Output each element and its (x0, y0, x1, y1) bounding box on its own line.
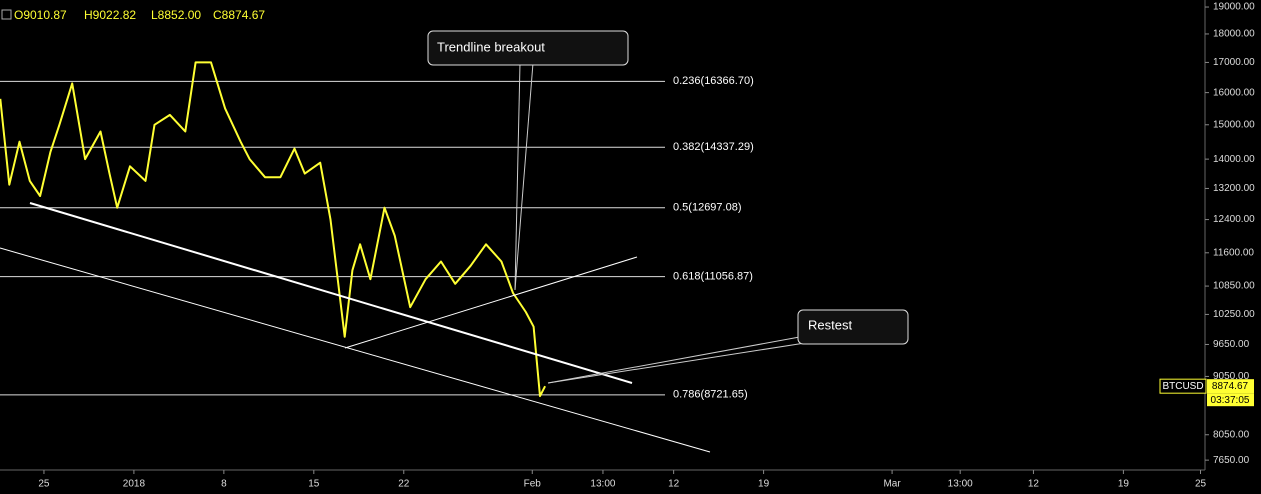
x-tick-label: 19 (758, 479, 770, 490)
callout-box (797, 309, 909, 345)
y-tick-label: 9050.00 (1213, 371, 1250, 382)
x-tick-label: 12 (1028, 479, 1040, 490)
price-line (0, 61, 546, 398)
symbol-label: BTCUSD (1162, 381, 1203, 392)
y-tick-label: 10250.00 (1213, 309, 1255, 320)
x-tick-label: 19 (1118, 479, 1130, 490)
pointer (514, 62, 534, 291)
symbol-tag (1159, 378, 1207, 394)
x-tick-label: 2018 (123, 479, 146, 490)
ohlc-open: O9010.87 (14, 8, 67, 22)
y-tick-label: 7650.00 (1213, 455, 1250, 466)
x-tick-label: 15 (308, 479, 320, 490)
x-tick-label: 22 (398, 479, 410, 490)
y-tick-label: 17000.00 (1213, 57, 1255, 68)
x-tick-label: 25 (1195, 479, 1207, 490)
y-tick-label: 18000.00 (1213, 29, 1255, 40)
fib-label: 0.618(11056.87) (673, 271, 753, 283)
price-tag (1207, 379, 1254, 394)
ohlc-close: C8874.67 (213, 8, 265, 22)
y-tick-label: 9650.00 (1213, 339, 1250, 350)
y-tick-label: 14000.00 (1213, 154, 1255, 165)
x-tick-label: 13:00 (590, 479, 615, 490)
y-tick-label: 8050.00 (1213, 429, 1250, 440)
y-tick-label: 15000.00 (1213, 119, 1255, 130)
callout-text: Restest (808, 317, 852, 332)
y-tick-label: 13200.00 (1213, 183, 1255, 194)
callout-box (427, 30, 629, 66)
trendline (344, 256, 638, 349)
y-tick-label: 10850.00 (1213, 281, 1255, 292)
pointer (547, 342, 806, 384)
y-tick-label: 11600.00 (1213, 247, 1254, 258)
x-tick-label: Feb (524, 479, 542, 490)
trendline (29, 202, 633, 384)
price-label: 8874.67 (1212, 381, 1249, 392)
trendline (0, 247, 711, 453)
y-tick-label: 16000.00 (1213, 87, 1255, 98)
x-tick-label: Mar (883, 479, 901, 490)
fib-label: 0.786(8721.65) (673, 389, 748, 401)
x-tick-label: 12 (668, 479, 680, 490)
trendlines (0, 62, 806, 453)
fib-label: 0.5(12697.08) (673, 202, 742, 214)
callout-text: Trendline breakout (437, 39, 545, 54)
countdown-label: 03:37:05 (1211, 395, 1250, 406)
legend-toggle[interactable] (1, 9, 12, 20)
y-tick-label: 19000.00 (1213, 2, 1255, 13)
x-tick-label: 25 (38, 479, 50, 490)
countdown-tag (1207, 393, 1254, 407)
fib-label: 0.236(16366.70) (673, 75, 754, 87)
pointer (547, 335, 806, 384)
pointer (514, 62, 521, 291)
x-tick-label: 8 (221, 479, 227, 490)
ohlc-low: L8852.00 (151, 8, 201, 22)
x-tick-label: 13:00 (948, 479, 973, 490)
fib-label: 0.382(14337.29) (673, 141, 754, 153)
y-tick-label: 12400.00 (1213, 214, 1255, 225)
ohlc-high: H9022.82 (84, 8, 136, 22)
